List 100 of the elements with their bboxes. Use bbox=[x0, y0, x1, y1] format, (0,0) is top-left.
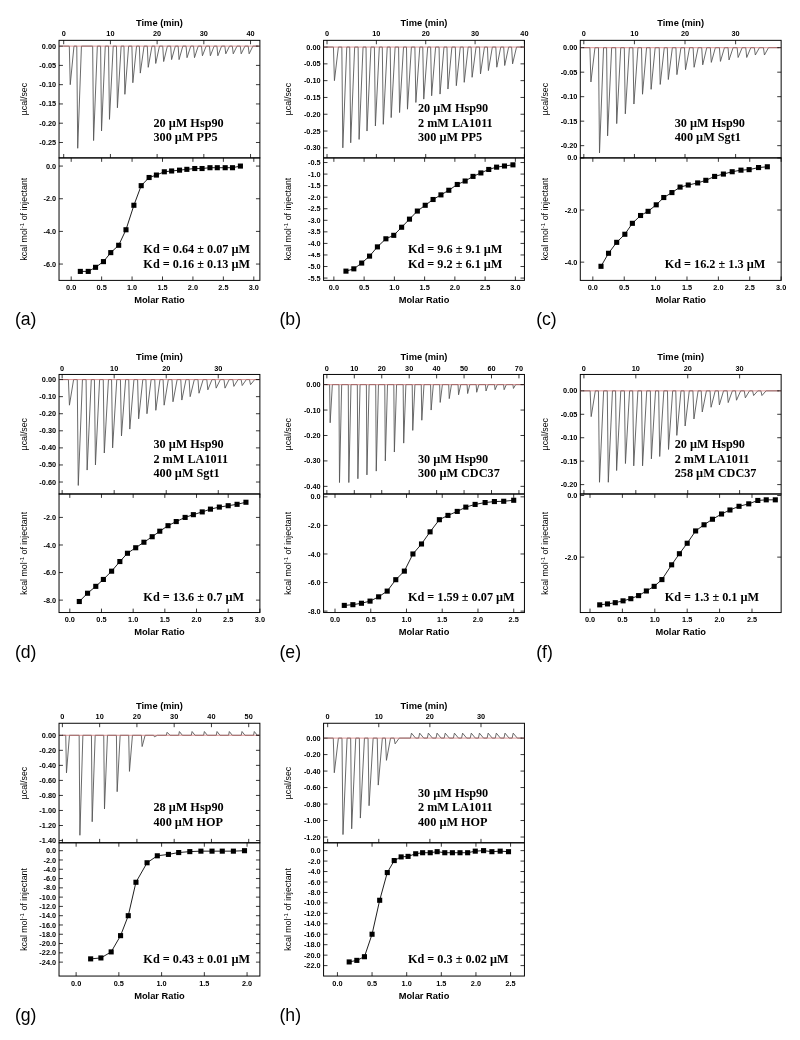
annotation: Kd = 0.64 ± 0.07 µM bbox=[143, 242, 251, 257]
point bbox=[712, 173, 718, 179]
point bbox=[638, 212, 644, 219]
point bbox=[361, 954, 367, 960]
point bbox=[676, 551, 682, 557]
point bbox=[125, 913, 131, 919]
point bbox=[93, 583, 99, 589]
point bbox=[659, 577, 665, 583]
point bbox=[85, 268, 91, 274]
point bbox=[161, 169, 167, 175]
point bbox=[149, 534, 155, 540]
y-axis-title: µcal/sec bbox=[283, 417, 294, 451]
point bbox=[118, 933, 124, 939]
point bbox=[187, 849, 193, 855]
point bbox=[727, 507, 733, 513]
point bbox=[108, 949, 114, 955]
text: (d) bbox=[14, 641, 37, 662]
point bbox=[209, 848, 215, 854]
point bbox=[230, 848, 236, 854]
point bbox=[628, 596, 634, 602]
point bbox=[497, 848, 503, 854]
point bbox=[486, 166, 492, 173]
point bbox=[772, 497, 778, 503]
y-axis-title: µcal/sec bbox=[283, 82, 294, 116]
point bbox=[436, 517, 442, 523]
annotation: 2 mM LA1011 bbox=[417, 800, 493, 815]
point bbox=[494, 164, 500, 170]
point bbox=[677, 184, 683, 190]
annotation: 258 µM CDC37 bbox=[674, 466, 757, 481]
text: (e) bbox=[279, 641, 302, 662]
point bbox=[117, 558, 123, 565]
point bbox=[169, 168, 175, 174]
point bbox=[391, 858, 397, 864]
annotation: 400 µM Sgt1 bbox=[674, 130, 741, 145]
text: (c) bbox=[536, 309, 557, 330]
point bbox=[98, 955, 104, 961]
point bbox=[237, 163, 243, 169]
point bbox=[470, 173, 476, 179]
point bbox=[406, 216, 413, 222]
point bbox=[472, 848, 478, 854]
point bbox=[505, 849, 512, 855]
point bbox=[472, 501, 478, 507]
x-axis-title: Time (min) bbox=[657, 17, 705, 28]
point bbox=[207, 165, 213, 171]
point bbox=[219, 848, 225, 854]
point bbox=[84, 590, 91, 596]
point bbox=[491, 499, 497, 505]
annotation: Kd = 0.16 ± 0.13 µM bbox=[143, 257, 251, 272]
point bbox=[756, 165, 762, 171]
point bbox=[442, 850, 448, 856]
point bbox=[693, 528, 699, 534]
point bbox=[144, 860, 150, 866]
point bbox=[177, 167, 183, 173]
point bbox=[695, 180, 701, 186]
x-axis-title: Molar Ratio bbox=[134, 627, 186, 638]
point bbox=[100, 259, 107, 265]
x-axis-title: Molar Ratio bbox=[398, 990, 450, 1001]
point bbox=[109, 568, 115, 574]
point bbox=[184, 166, 190, 172]
annotation: 2 mM LA1011 bbox=[674, 451, 750, 466]
point bbox=[153, 172, 159, 178]
point bbox=[369, 931, 375, 937]
x-axis-title: Molar Ratio bbox=[134, 990, 186, 1001]
text: (f) bbox=[536, 641, 553, 662]
point bbox=[738, 167, 744, 173]
point bbox=[645, 208, 651, 214]
point bbox=[620, 598, 626, 604]
y-axis-title: µcal/sec bbox=[283, 766, 294, 800]
point bbox=[343, 268, 349, 274]
point bbox=[192, 165, 198, 172]
point bbox=[376, 594, 382, 600]
point bbox=[703, 177, 709, 183]
y-axis-title: µcal/sec bbox=[539, 82, 550, 116]
point bbox=[384, 588, 390, 594]
point bbox=[427, 529, 433, 535]
point bbox=[374, 244, 380, 250]
point bbox=[214, 165, 220, 171]
point bbox=[146, 174, 152, 181]
point bbox=[454, 181, 460, 188]
annotation: Kd = 1.59 ± 0.07 µM bbox=[407, 589, 516, 604]
point bbox=[358, 600, 365, 606]
point bbox=[612, 600, 618, 606]
point bbox=[746, 501, 752, 507]
annotation: Kd = 0.3 ± 0.02 µM bbox=[407, 951, 509, 966]
text: (a) bbox=[14, 309, 37, 330]
annotation: 30 µM Hsp90 bbox=[674, 115, 745, 130]
point bbox=[359, 260, 365, 266]
x-axis-title: Time (min) bbox=[136, 17, 183, 28]
point bbox=[684, 540, 690, 546]
point bbox=[481, 848, 487, 854]
point bbox=[133, 879, 139, 885]
point bbox=[243, 499, 249, 505]
text: (g) bbox=[14, 1005, 37, 1026]
point bbox=[422, 202, 428, 208]
annotation: 28 µM Hsp90 bbox=[153, 800, 224, 815]
point bbox=[199, 509, 205, 515]
point bbox=[391, 232, 397, 238]
point bbox=[489, 849, 495, 855]
point bbox=[501, 163, 508, 169]
x-axis-title: Time (min) bbox=[400, 700, 448, 711]
